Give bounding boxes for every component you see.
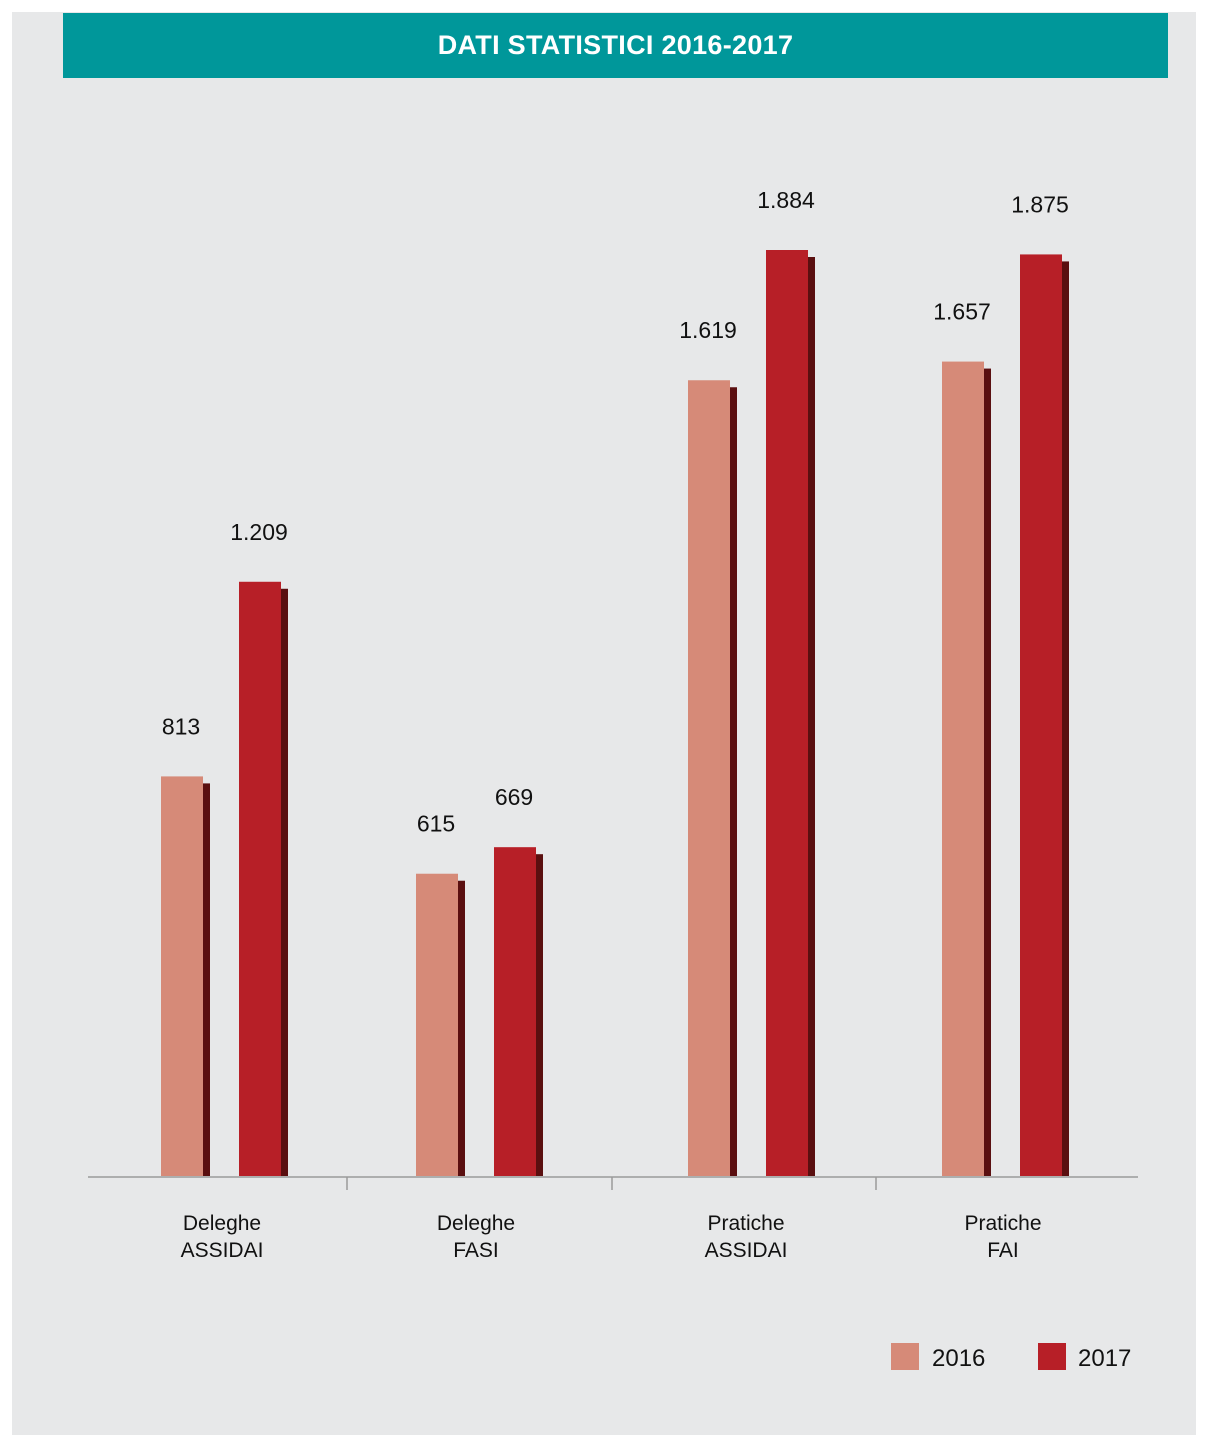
bar-2017-pratiche-fai	[1020, 254, 1069, 1176]
category-label-1: Deleghe ASSIDAI	[181, 1212, 264, 1262]
bar-fill	[239, 581, 281, 1176]
category-label-2: Deleghe FASI	[437, 1212, 515, 1262]
data-label-2016-1: 813	[162, 713, 200, 739]
legend-item-2016: 2016	[891, 1343, 985, 1372]
chart-title: DATI STATISTICI 2016-2017	[437, 30, 794, 60]
data-label-2017-1: 1.209	[230, 519, 288, 545]
data-label-2016-4: 1.657	[933, 299, 991, 325]
category-label-line: Pratiche	[707, 1212, 784, 1235]
legend-item-2017: 2017	[1038, 1343, 1131, 1372]
data-label-2016-2: 615	[417, 811, 455, 837]
category-label-line: FAI	[987, 1239, 1019, 1262]
bar-2017-deleghe-assidai	[239, 581, 288, 1176]
bar-fill	[161, 776, 203, 1176]
bar-fill	[1020, 254, 1062, 1176]
legend-swatch-2017	[1038, 1343, 1066, 1370]
data-label-2017-2: 669	[495, 784, 533, 810]
category-label-3: Pratiche ASSIDAI	[705, 1212, 788, 1262]
category-label-line: Deleghe	[183, 1212, 261, 1235]
bar-fill	[494, 847, 536, 1176]
bar-2016-pratiche-assidai	[688, 380, 737, 1176]
category-label-line: Pratiche	[964, 1212, 1041, 1235]
data-label-2017-4: 1.875	[1011, 191, 1069, 217]
bar-2016-pratiche-fai	[942, 361, 991, 1177]
data-label-2016-3: 1.619	[679, 317, 737, 343]
category-label-line: Deleghe	[437, 1212, 515, 1235]
bar-2016-deleghe-fasi	[416, 873, 465, 1176]
bar-fill	[416, 873, 458, 1176]
bar-fill	[688, 380, 730, 1176]
category-label-4: Pratiche FAI	[964, 1212, 1041, 1262]
bar-2016-deleghe-assidai	[161, 776, 210, 1176]
category-label-line: ASSIDAI	[705, 1239, 788, 1262]
bar-fill	[766, 250, 808, 1176]
title-bar: DATI STATISTICI 2016-2017	[63, 13, 1168, 78]
bar-fill	[942, 361, 984, 1177]
data-label-2017-3: 1.884	[757, 187, 815, 213]
bar-2017-pratiche-assidai	[766, 250, 815, 1176]
legend-swatch-2016	[891, 1343, 919, 1370]
chart-panel	[12, 12, 1196, 1435]
category-label-line: FASI	[453, 1239, 499, 1262]
bar-2017-deleghe-fasi	[494, 847, 543, 1176]
legend-label-2017: 2017	[1078, 1345, 1131, 1372]
legend-label-2016: 2016	[932, 1345, 985, 1372]
category-label-line: ASSIDAI	[181, 1239, 264, 1262]
